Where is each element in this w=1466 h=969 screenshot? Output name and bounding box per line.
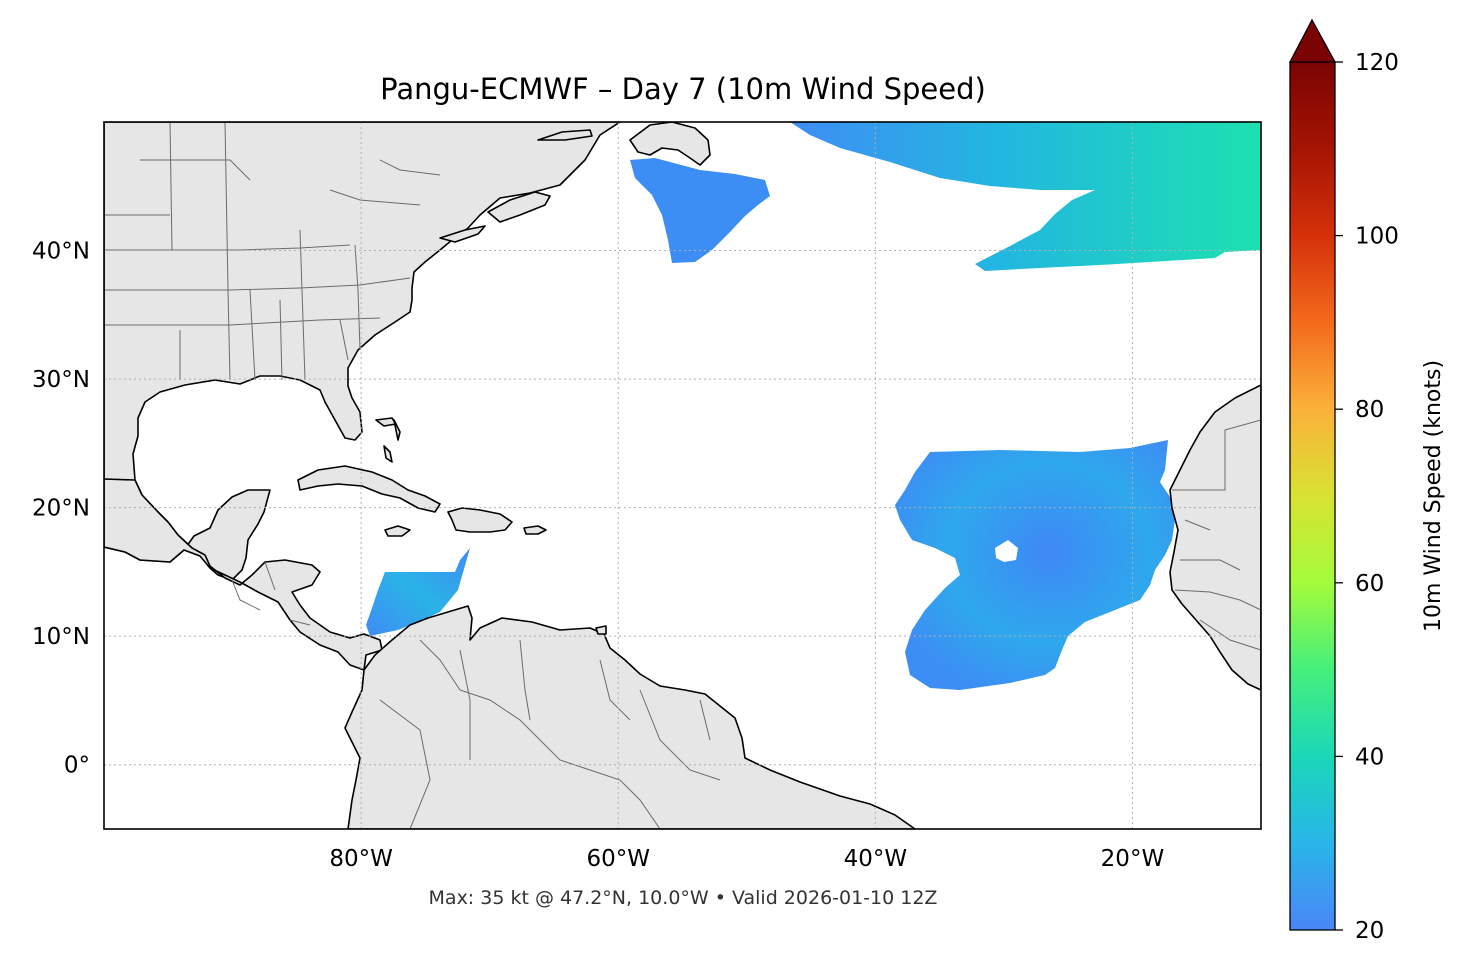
colorbar-tick-label: 120 — [1355, 50, 1399, 76]
wind-region-north-atlantic-band — [790, 122, 1261, 271]
colorbar-tick-label: 20 — [1355, 918, 1384, 944]
land-hispaniola — [447, 507, 513, 533]
lat-tick-label: 30°N — [32, 367, 90, 393]
lon-tick-label: 80°W — [329, 846, 393, 872]
land-puerto-rico — [523, 525, 547, 535]
colorbar: 120 100 80 60 40 20 10m Wind Speed (knots) — [1288, 18, 1446, 944]
land-north-america — [104, 122, 621, 581]
land-trinidad — [595, 625, 607, 635]
colorbar-tick-label: 60 — [1355, 571, 1384, 597]
land-layer — [104, 122, 1261, 829]
map-title: Pangu-ECMWF – Day 7 (10m Wind Speed) — [380, 72, 986, 106]
colorbar-ticks: 120 100 80 60 40 20 — [1335, 50, 1399, 944]
lat-tick-labels: 40°N 30°N 20°N 10°N 0° — [32, 239, 90, 779]
land-long-island — [439, 225, 486, 243]
map-panel — [104, 122, 1261, 829]
lat-tick-label: 10°N — [32, 624, 90, 650]
colorbar-tick-label: 80 — [1355, 397, 1384, 423]
wind-region-newfoundland-patch — [630, 158, 770, 263]
colorbar-tick-label: 40 — [1355, 744, 1384, 770]
land-newfoundland — [629, 122, 711, 166]
lat-tick-label: 0° — [64, 753, 90, 779]
land-prince-edward — [537, 129, 593, 141]
colorbar-tick-label: 100 — [1355, 224, 1399, 250]
colorbar-label: 10m Wind Speed (knots) — [1421, 360, 1446, 632]
political-borders — [104, 122, 1261, 829]
land-bahamas — [375, 417, 401, 463]
lon-tick-label: 40°W — [844, 846, 908, 872]
colorbar-body — [1289, 61, 1336, 931]
wind-region-east-atlantic-patch — [895, 440, 1175, 690]
land-central-america — [104, 478, 383, 671]
land-cuba — [297, 465, 441, 513]
wind-calm-hole — [995, 540, 1018, 562]
land-jamaica — [384, 525, 411, 537]
map-frame — [103, 121, 1262, 830]
lat-tick-label: 20°N — [32, 496, 90, 522]
land-south-america — [344, 605, 916, 829]
lon-tick-label: 20°W — [1101, 846, 1165, 872]
map-footer-max-info: Max: 35 kt @ 47.2°N, 10.0°W • Valid 2026… — [429, 887, 938, 909]
land-nova-scotia — [487, 191, 551, 223]
lon-tick-label: 60°W — [586, 846, 650, 872]
lat-tick-label: 40°N — [32, 239, 90, 265]
lon-tick-labels: 80°W 60°W 40°W 20°W — [329, 846, 1164, 872]
wind-region-caribbean-patch — [366, 548, 470, 636]
colorbar-extend-max-arrow — [1288, 18, 1337, 63]
land-africa — [1169, 384, 1261, 691]
